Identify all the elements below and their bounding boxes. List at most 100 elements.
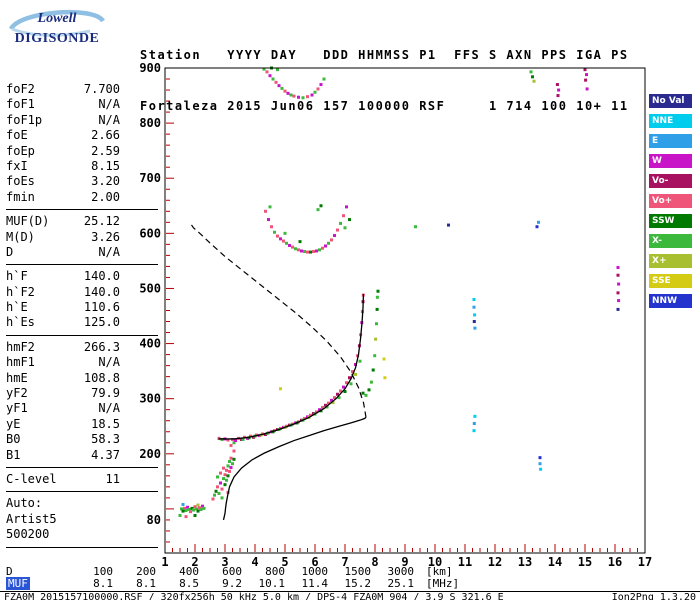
echo-point bbox=[585, 87, 589, 91]
header-column-titles: Station YYYY DAY DDD HHMMSS P1 FFS S AXN… bbox=[140, 48, 629, 62]
row-value: 200 bbox=[136, 565, 156, 578]
echo-point bbox=[535, 225, 539, 229]
echo-point bbox=[196, 503, 200, 507]
param-name: hmE bbox=[6, 370, 28, 385]
param-name: foF1 bbox=[6, 97, 35, 112]
echo-point bbox=[289, 93, 293, 97]
echo-point bbox=[297, 248, 300, 252]
echo-point bbox=[184, 515, 188, 519]
echo-point bbox=[324, 403, 327, 407]
echo-point bbox=[228, 469, 231, 473]
echo-point bbox=[375, 307, 379, 311]
y-tick-label: 500 bbox=[139, 281, 161, 295]
echo-point bbox=[447, 223, 450, 227]
param-row: h`F 140.0 bbox=[6, 269, 120, 284]
echo-point bbox=[303, 250, 306, 254]
param-name: h`E bbox=[6, 300, 28, 315]
muf-row: MUF 8.1 8.1 8.5 9.2 10.1 11.4 15.2 25.1 [MHz] bbox=[6, 577, 459, 590]
echo-point bbox=[189, 510, 192, 514]
echo-point bbox=[316, 208, 320, 212]
echo-point bbox=[348, 376, 351, 380]
echo-point bbox=[310, 93, 314, 97]
x-tick-label: 7 bbox=[341, 555, 348, 569]
legend-item-vo-: Vo- bbox=[649, 174, 692, 188]
param-row: foF1 N/A bbox=[6, 97, 120, 112]
param-value: 266.3 bbox=[83, 339, 120, 354]
x-tick-label: 13 bbox=[518, 555, 532, 569]
echo-point bbox=[262, 67, 266, 71]
echo-point bbox=[291, 245, 294, 249]
echo-point bbox=[276, 68, 279, 72]
echo-point bbox=[313, 90, 317, 94]
param-name: Artist5 bbox=[6, 511, 57, 526]
param-name: hmF1 bbox=[6, 355, 35, 370]
echo-point bbox=[333, 396, 336, 400]
echo-point bbox=[369, 380, 373, 384]
echo-point bbox=[342, 385, 345, 389]
echo-point bbox=[375, 322, 378, 326]
row-label: D bbox=[6, 565, 13, 578]
echo-point bbox=[214, 489, 218, 493]
echo-point bbox=[373, 354, 377, 358]
echo-point bbox=[616, 291, 620, 295]
param-row: B1 4.37 bbox=[6, 448, 120, 463]
x-tick-label: 17 bbox=[638, 555, 652, 569]
echo-point bbox=[472, 320, 476, 324]
echo-point bbox=[178, 514, 182, 518]
param-name: 500200 bbox=[6, 527, 50, 542]
echo-point bbox=[264, 209, 267, 213]
param-name: fxI bbox=[6, 158, 28, 173]
row-value: 9.2 bbox=[222, 577, 242, 590]
param-value: 4.37 bbox=[91, 447, 120, 462]
param-row: 500200 bbox=[6, 527, 120, 542]
y-tick-label: 200 bbox=[139, 447, 161, 461]
y-tick-label: 900 bbox=[139, 61, 161, 75]
echo-point bbox=[617, 299, 621, 303]
param-row: M(D) 3.26 bbox=[6, 230, 120, 245]
plot-frame bbox=[164, 67, 646, 554]
x-tick-label: 6 bbox=[311, 555, 318, 569]
x-tick-label: 1 bbox=[161, 555, 168, 569]
param-name: D bbox=[6, 244, 14, 259]
echo-point bbox=[274, 80, 278, 84]
y-tick-label: 600 bbox=[139, 226, 161, 240]
echo-point bbox=[181, 503, 185, 506]
echo-point bbox=[196, 509, 200, 513]
param-value: 110.6 bbox=[83, 300, 120, 315]
x-tick-label: 12 bbox=[488, 555, 502, 569]
echo-point bbox=[414, 225, 417, 229]
legend-item-x+: X+ bbox=[649, 254, 692, 268]
echo-point bbox=[382, 357, 386, 361]
echo-point bbox=[616, 266, 620, 270]
echo-point bbox=[537, 220, 540, 224]
echo-point bbox=[345, 381, 348, 385]
param-row: D N/A bbox=[6, 245, 120, 260]
param-panel: foF2 7.700 foF1 N/A foF1p N/A foE 2.66 foEp 2.59 f… bbox=[6, 82, 158, 552]
legend-item-w: W bbox=[649, 154, 692, 168]
param-group: h`F 140.0 h`F2 140.0 h`E 110.6 h`Es 125.0 bbox=[6, 269, 158, 336]
param-value: 25.12 bbox=[83, 214, 120, 229]
echo-point bbox=[192, 508, 195, 512]
echo-point bbox=[292, 94, 296, 98]
param-value: 2.59 bbox=[91, 143, 120, 158]
param-name: h`Es bbox=[6, 315, 35, 330]
param-value: 125.0 bbox=[83, 315, 120, 330]
echo-point bbox=[180, 507, 183, 511]
x-tick-label: 11 bbox=[458, 555, 472, 569]
echo-point bbox=[349, 382, 353, 386]
param-name: yF1 bbox=[6, 401, 28, 416]
echo-point bbox=[268, 74, 272, 78]
echo-point bbox=[371, 368, 375, 372]
echo-point bbox=[583, 68, 587, 72]
param-row: h`Es 125.0 bbox=[6, 315, 120, 330]
echo-point bbox=[351, 370, 354, 374]
echo-point bbox=[556, 94, 560, 98]
echo-point bbox=[333, 234, 336, 238]
echo-point bbox=[223, 483, 227, 487]
echo-point bbox=[234, 439, 237, 443]
echo-point bbox=[309, 250, 312, 254]
param-name: B1 bbox=[6, 447, 21, 462]
param-name: foEp bbox=[6, 143, 35, 158]
param-value: 79.9 bbox=[91, 386, 120, 401]
param-value: 3.26 bbox=[91, 229, 120, 244]
